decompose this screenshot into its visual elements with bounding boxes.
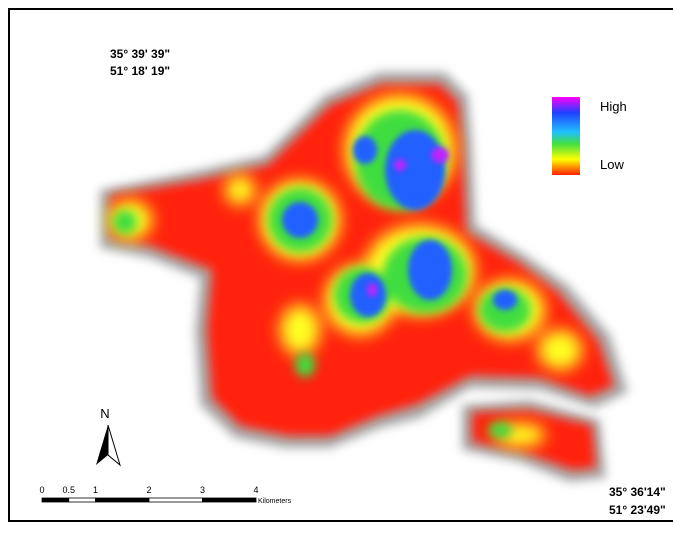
scale-segment xyxy=(148,497,203,503)
scale-label: 3 xyxy=(200,485,205,495)
coords-top-left: 35° 39' 39" 51° 18' 19" xyxy=(110,47,170,78)
heatmap xyxy=(100,72,628,482)
coords-bottom-right: 35° 36'14" 51° 23'49" xyxy=(609,485,666,517)
latitude: 35° 36'14" xyxy=(609,485,666,499)
scale-segment xyxy=(95,497,150,503)
scale-label: 1 xyxy=(93,485,98,495)
legend-low: Low xyxy=(600,157,624,172)
legend-high: High xyxy=(600,99,627,114)
north-label: N xyxy=(100,406,109,421)
scale-label: 0 xyxy=(39,485,44,495)
latitude: 35° 39' 39" xyxy=(110,47,170,61)
longitude: 51° 23'49" xyxy=(609,503,666,517)
scale-label: 2 xyxy=(146,485,151,495)
scale-segment xyxy=(41,497,70,503)
north-arrow: N xyxy=(96,406,121,467)
scale-label: 0.5 xyxy=(62,485,75,495)
scale-unit: Kilometers xyxy=(258,498,292,505)
scale-segment xyxy=(68,497,96,503)
legend: High Low xyxy=(552,97,627,175)
legend-ramp xyxy=(552,97,580,175)
longitude: 51° 18' 19" xyxy=(110,64,170,78)
scale-segment xyxy=(202,497,257,503)
scale-label: 4 xyxy=(253,485,258,495)
